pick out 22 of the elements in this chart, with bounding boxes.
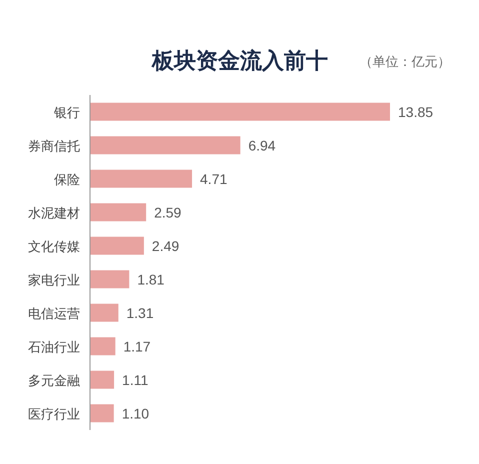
category-label: 电信运营	[28, 306, 80, 321]
data-label: 1.10	[122, 405, 150, 422]
data-label: 4.71	[200, 170, 228, 187]
annotation: （单位：亿元）	[360, 54, 450, 69]
data-label: 1.11	[122, 372, 148, 388]
data-label: 1.17	[123, 338, 151, 354]
category-label: 石油行业	[28, 339, 80, 354]
data-label: 1.31	[126, 304, 154, 321]
data-label: 2.49	[152, 238, 180, 254]
category-label: 文化传媒	[28, 238, 80, 254]
category-label: 银行	[54, 104, 80, 120]
category-label: 水泥建材	[28, 205, 80, 220]
data-label: 13.85	[398, 104, 434, 120]
data-label: 1.81	[137, 271, 164, 288]
category-label: 多元金融	[28, 372, 80, 388]
title: 板块资金流入前十	[152, 48, 328, 73]
category-label: 保险	[54, 172, 80, 187]
data-label: 6.94	[248, 137, 276, 154]
data-label: 2.59	[154, 204, 182, 220]
category-label: 医疗行业	[28, 406, 80, 422]
category-label: 家电行业	[28, 272, 80, 288]
category-label: 券商信托	[28, 138, 80, 154]
